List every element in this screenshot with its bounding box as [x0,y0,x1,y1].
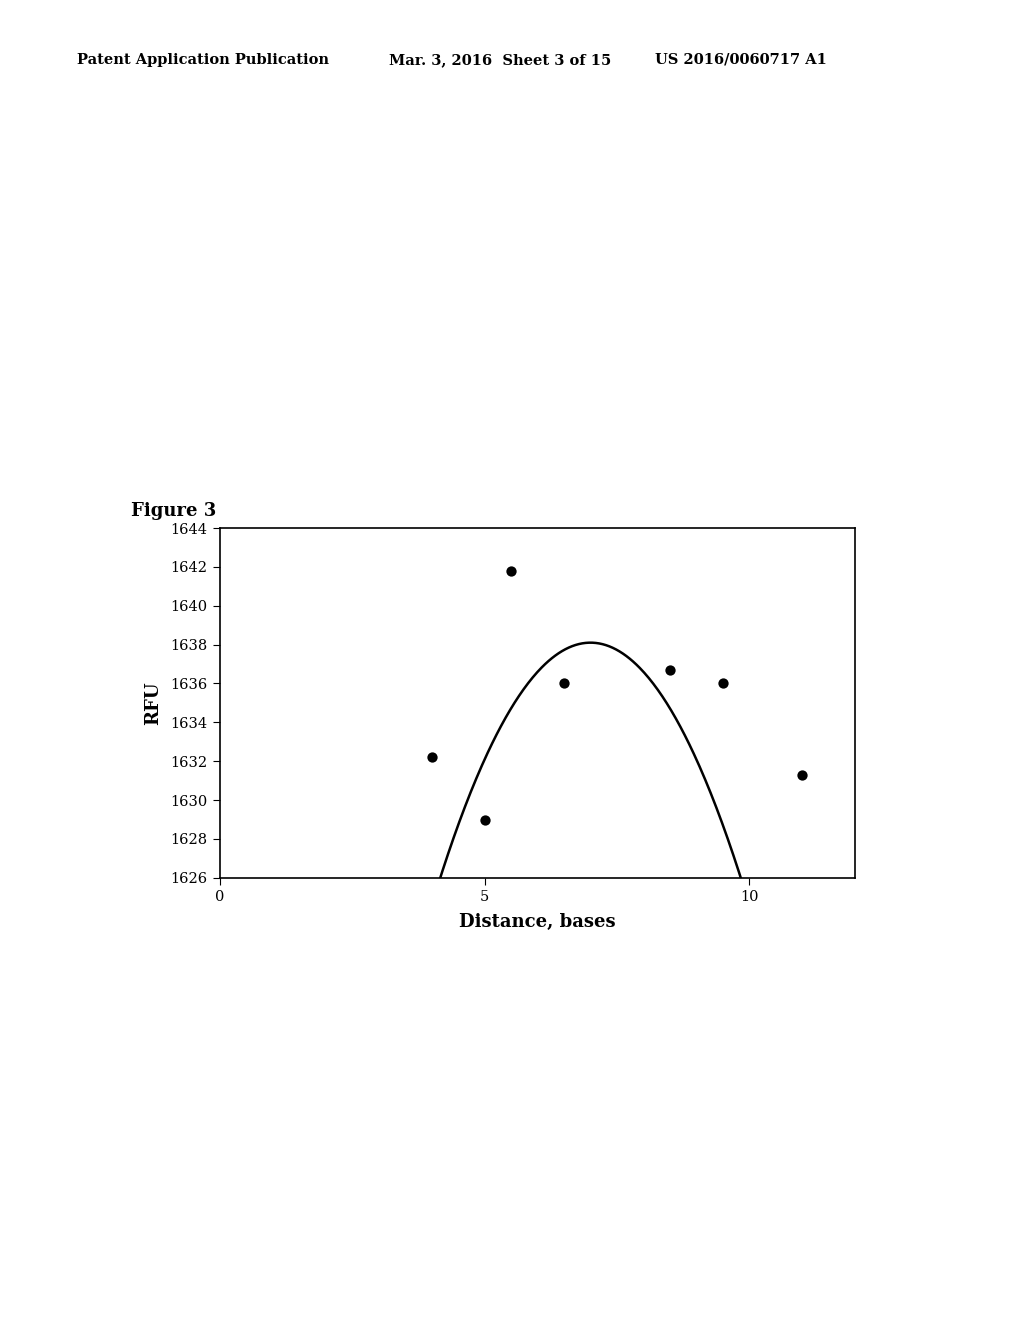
Y-axis label: RFU: RFU [144,681,162,725]
Point [662,659,678,680]
Text: US 2016/0060717 A1: US 2016/0060717 A1 [655,53,827,67]
Point [794,764,810,785]
Text: Mar. 3, 2016  Sheet 3 of 15: Mar. 3, 2016 Sheet 3 of 15 [389,53,611,67]
Point [715,673,731,694]
Point [476,809,493,830]
X-axis label: Distance, bases: Distance, bases [460,912,615,931]
Point [556,673,572,694]
Text: Figure 3: Figure 3 [131,502,216,520]
Point [424,747,440,768]
Text: Patent Application Publication: Patent Application Publication [77,53,329,67]
Point [503,560,519,581]
